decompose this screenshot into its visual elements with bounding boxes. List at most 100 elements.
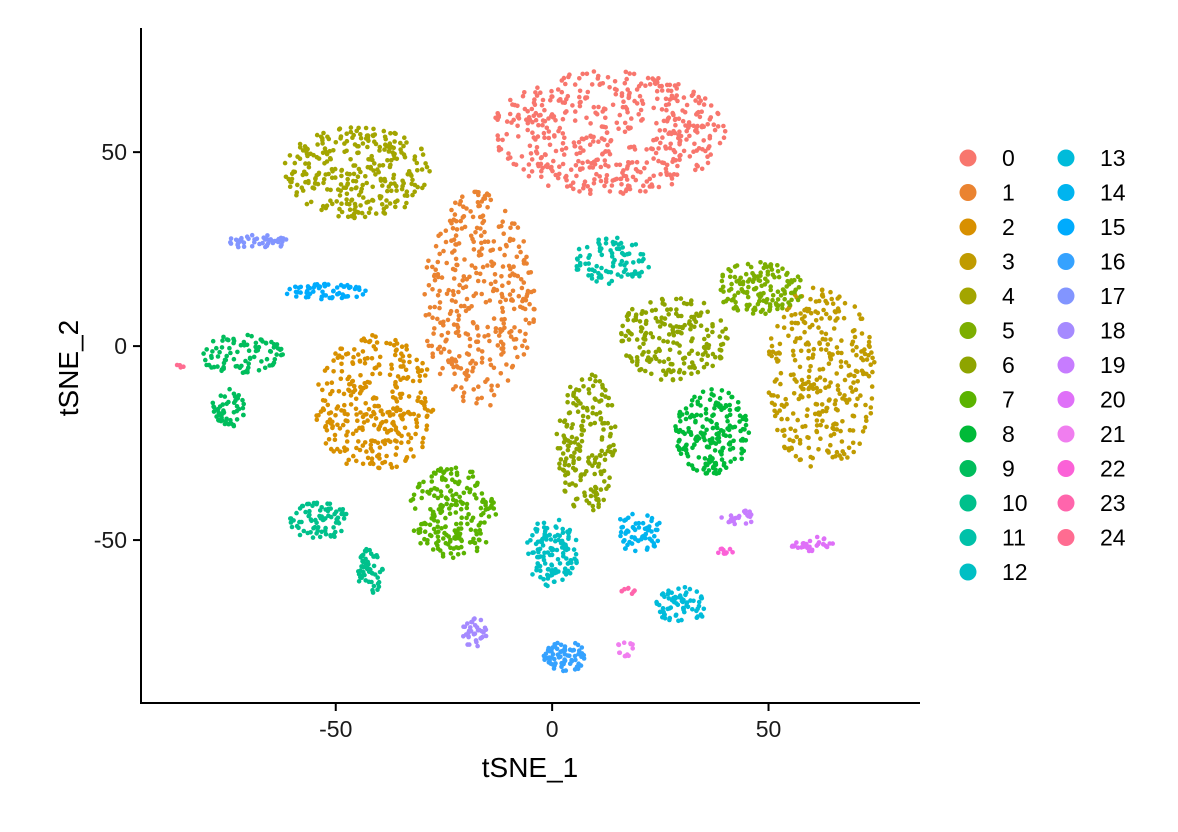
point bbox=[339, 173, 344, 179]
point bbox=[356, 210, 361, 215]
point bbox=[720, 341, 726, 347]
point bbox=[504, 119, 510, 124]
point bbox=[740, 289, 745, 294]
point bbox=[596, 104, 601, 110]
point bbox=[571, 186, 576, 192]
point bbox=[708, 440, 714, 446]
point bbox=[562, 652, 568, 657]
point bbox=[521, 296, 526, 302]
point bbox=[735, 290, 741, 296]
point bbox=[445, 330, 451, 336]
point bbox=[547, 552, 553, 558]
point bbox=[601, 468, 607, 474]
point bbox=[623, 188, 629, 194]
point bbox=[710, 425, 716, 431]
point bbox=[717, 395, 723, 401]
point bbox=[342, 411, 348, 417]
point bbox=[515, 123, 520, 129]
legend-label: 18 bbox=[1100, 318, 1126, 344]
point bbox=[807, 325, 813, 330]
point bbox=[562, 658, 568, 663]
point bbox=[855, 379, 860, 384]
point bbox=[332, 437, 338, 443]
point bbox=[681, 370, 687, 376]
point bbox=[700, 352, 706, 357]
point bbox=[339, 201, 344, 206]
point bbox=[372, 439, 378, 444]
point bbox=[392, 352, 398, 358]
point bbox=[475, 339, 481, 345]
legend-item-10: 10 bbox=[959, 490, 1028, 516]
point bbox=[746, 513, 751, 519]
point bbox=[731, 306, 737, 311]
point bbox=[571, 647, 577, 653]
point bbox=[590, 410, 595, 416]
point bbox=[419, 167, 425, 172]
cluster-13-points bbox=[654, 585, 707, 624]
point bbox=[719, 515, 724, 520]
point bbox=[585, 414, 591, 420]
point bbox=[459, 515, 465, 520]
point bbox=[228, 241, 234, 246]
point bbox=[590, 503, 596, 509]
point bbox=[376, 427, 382, 432]
point bbox=[473, 483, 478, 489]
point bbox=[707, 136, 713, 141]
point bbox=[681, 300, 687, 306]
point bbox=[358, 203, 363, 208]
legend-swatch bbox=[1057, 529, 1075, 546]
point bbox=[727, 440, 733, 445]
point bbox=[215, 354, 221, 359]
point bbox=[220, 338, 225, 343]
point bbox=[639, 311, 644, 317]
point bbox=[356, 352, 361, 357]
point bbox=[577, 94, 582, 100]
point bbox=[525, 288, 531, 294]
point bbox=[351, 354, 356, 360]
point bbox=[265, 233, 270, 238]
point bbox=[755, 301, 761, 307]
point bbox=[818, 436, 823, 442]
point bbox=[451, 217, 457, 222]
point bbox=[327, 501, 333, 507]
point bbox=[438, 231, 443, 237]
point bbox=[447, 511, 453, 516]
point bbox=[315, 142, 320, 147]
point bbox=[577, 448, 583, 454]
point bbox=[831, 426, 837, 432]
point bbox=[638, 251, 643, 257]
point bbox=[732, 521, 737, 527]
point bbox=[767, 302, 773, 307]
point bbox=[758, 293, 764, 299]
point bbox=[560, 131, 566, 136]
point bbox=[364, 180, 370, 186]
point bbox=[866, 373, 872, 379]
point bbox=[804, 413, 810, 419]
point bbox=[786, 333, 791, 339]
point bbox=[668, 605, 674, 610]
point bbox=[668, 307, 673, 312]
point bbox=[433, 471, 438, 476]
point bbox=[449, 207, 454, 213]
point bbox=[564, 422, 570, 428]
point bbox=[458, 537, 464, 542]
point bbox=[596, 270, 601, 276]
point bbox=[586, 261, 591, 266]
legend-label: 20 bbox=[1100, 387, 1126, 413]
point bbox=[324, 203, 330, 208]
point bbox=[546, 129, 552, 134]
point bbox=[241, 412, 246, 418]
point bbox=[782, 296, 787, 302]
point bbox=[688, 322, 694, 328]
point bbox=[327, 156, 333, 161]
point bbox=[363, 338, 368, 344]
point bbox=[554, 547, 560, 553]
point bbox=[580, 413, 586, 419]
point bbox=[382, 426, 388, 432]
point bbox=[792, 428, 798, 434]
point bbox=[264, 236, 269, 242]
point bbox=[310, 503, 315, 509]
point bbox=[462, 303, 467, 309]
point bbox=[314, 417, 320, 423]
point bbox=[453, 491, 459, 497]
